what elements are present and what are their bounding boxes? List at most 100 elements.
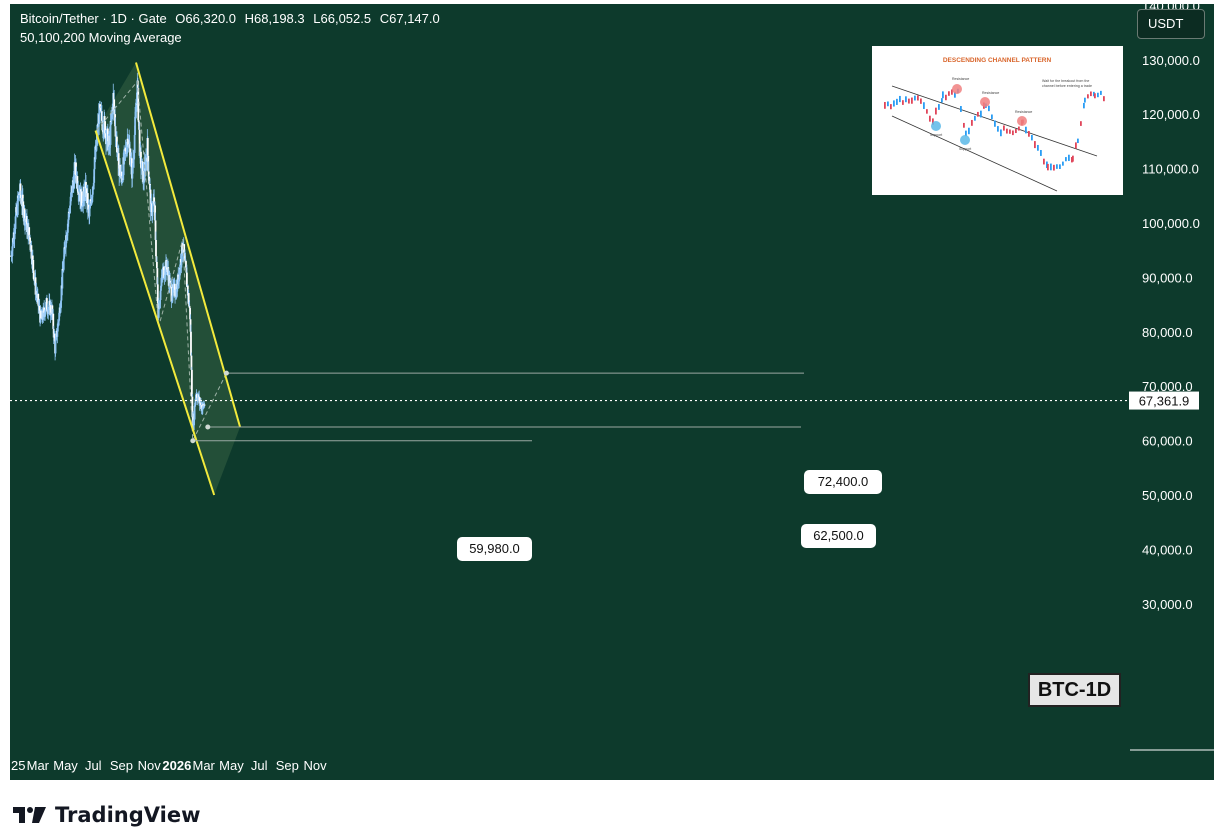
candle xyxy=(122,157,125,181)
inset-candle xyxy=(923,102,925,109)
candle xyxy=(69,205,71,213)
candle xyxy=(160,285,162,291)
inset-candle xyxy=(1087,94,1089,99)
descending-channel-illustration: DESCENDING CHANNEL PATTERN Resistance Re… xyxy=(884,57,1105,192)
tradingview-wordmark: TradingView xyxy=(55,803,201,827)
candle xyxy=(146,138,149,156)
candle xyxy=(172,284,175,288)
candle xyxy=(34,277,37,295)
x-axis-tick-label: Jul xyxy=(85,758,102,773)
inset-candle xyxy=(1071,157,1073,163)
candle xyxy=(84,187,86,202)
candle xyxy=(95,141,98,150)
candle xyxy=(92,186,95,188)
inset-candle xyxy=(1100,90,1102,95)
price-chart[interactable]: 150,000.0140,000.0130,000.0120,000.0110,… xyxy=(10,4,1214,780)
candle xyxy=(132,158,135,160)
inset-candle xyxy=(1028,131,1030,137)
candle xyxy=(116,151,119,153)
candle xyxy=(88,208,91,217)
inset-candle xyxy=(1047,163,1049,171)
candle xyxy=(178,267,181,280)
candle xyxy=(28,227,31,236)
inset-candle xyxy=(1093,91,1095,97)
candle xyxy=(147,171,150,177)
current-price-box xyxy=(1129,391,1199,410)
y-axis-tick-label: 60,000.0 xyxy=(1142,434,1193,449)
inset-label: Resistance xyxy=(952,77,969,81)
candle xyxy=(163,277,166,279)
y-axis-tick-label: 130,000.0 xyxy=(1142,53,1200,68)
candle xyxy=(22,216,25,218)
candle xyxy=(45,302,47,311)
candle xyxy=(24,218,27,221)
inset-candle xyxy=(1072,155,1074,162)
candle xyxy=(54,340,57,354)
candle xyxy=(100,107,102,112)
inset-candle xyxy=(968,127,970,135)
candle xyxy=(102,132,105,135)
y-axis-tick-label: 90,000.0 xyxy=(1142,270,1193,285)
candle xyxy=(105,128,108,139)
candle xyxy=(131,166,134,168)
candle xyxy=(71,180,74,193)
candle xyxy=(89,205,91,209)
candle xyxy=(17,193,20,199)
candle xyxy=(23,208,26,225)
inset-marker-support xyxy=(931,121,941,131)
candle xyxy=(114,126,117,137)
candle xyxy=(26,215,28,233)
inset-candle xyxy=(1084,97,1086,103)
candle xyxy=(66,232,69,236)
inset-candle xyxy=(1018,126,1020,131)
candle xyxy=(123,150,126,165)
candle xyxy=(35,291,38,295)
candle xyxy=(145,158,147,171)
candle xyxy=(127,145,130,147)
candle xyxy=(107,141,110,151)
inset-candle xyxy=(1025,126,1027,134)
candle xyxy=(184,255,186,261)
inset-candle xyxy=(1097,92,1099,98)
tradingview-logo[interactable]: TradingView xyxy=(13,799,200,831)
channel-lower-line[interactable] xyxy=(94,130,216,496)
candle xyxy=(199,403,201,405)
inset-candle xyxy=(1068,154,1070,161)
price-callout-62500[interactable]: 62,500.0 xyxy=(801,524,876,548)
candle xyxy=(43,307,46,313)
price-callout-59980[interactable]: 59,980.0 xyxy=(457,537,532,561)
candle xyxy=(191,396,194,417)
candle xyxy=(51,305,54,315)
candle xyxy=(151,212,154,216)
candle xyxy=(112,92,115,112)
candle xyxy=(180,262,183,266)
candle xyxy=(119,175,122,177)
symbol-header: Bitcoin/Tether · 1D · Gate O66,320.0 H68… xyxy=(20,11,445,26)
candle xyxy=(67,219,70,224)
candle xyxy=(57,322,60,324)
candle xyxy=(87,204,90,210)
candle xyxy=(115,135,118,137)
candle xyxy=(112,92,115,100)
x-axis-tick-label: 2026 xyxy=(162,758,191,773)
inset-candle xyxy=(926,109,928,114)
candle xyxy=(110,112,113,114)
price-callout-72400[interactable]: 72,400.0 xyxy=(804,470,882,494)
x-axis-tick-label: Nov xyxy=(303,758,327,773)
candle xyxy=(154,220,157,240)
candle xyxy=(29,237,31,245)
inset-candle xyxy=(1034,141,1036,149)
candle xyxy=(70,190,73,193)
symbol-name[interactable]: Bitcoin/Tether · 1D · Gate xyxy=(20,11,167,26)
candle xyxy=(151,203,154,213)
chart-panel[interactable]: 150,000.0140,000.0130,000.0120,000.0110,… xyxy=(10,4,1214,780)
currency-button[interactable]: USDT xyxy=(1137,9,1205,39)
inset-candle xyxy=(1056,164,1058,169)
inset-candle xyxy=(977,111,979,117)
candle xyxy=(13,233,16,239)
candle xyxy=(75,162,77,176)
candle xyxy=(189,308,191,320)
indicator-legend[interactable]: 50,100,200 Moving Average xyxy=(20,30,182,45)
candle xyxy=(117,148,120,154)
channel-upper-line[interactable] xyxy=(135,62,242,428)
